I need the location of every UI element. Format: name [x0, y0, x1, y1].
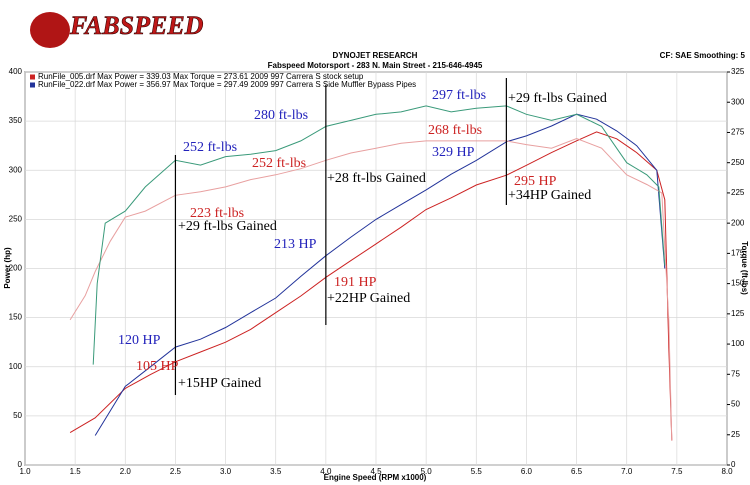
y2-tick-label: 225: [731, 188, 745, 197]
y2-tick-label: 200: [731, 218, 745, 227]
annotation: +15HP Gained: [178, 376, 261, 391]
annotation: 223 ft-lbs: [190, 206, 244, 221]
y2-tick-label: 150: [731, 279, 745, 288]
x-axis-label: Engine Speed (RPM x1000): [324, 473, 427, 482]
y2-tick-label: 50: [731, 400, 740, 409]
x-tick-label: 4.5: [370, 467, 382, 476]
y2-axis-label: Torque (ft-lbs): [740, 241, 749, 295]
y-axis-label: Power (hp): [3, 247, 12, 289]
annotation: 252 ft-lbs: [252, 156, 306, 171]
y-tick-label: 150: [9, 313, 23, 322]
x-tick-label: 2.0: [120, 467, 132, 476]
series-line: [94, 113, 666, 436]
y2-tick-label: 250: [731, 158, 745, 167]
y2-tick-label: 325: [731, 67, 745, 76]
corner-note: CF: SAE Smoothing: 5: [660, 51, 746, 60]
logo-badge: [30, 12, 70, 48]
x-tick-label: 6.0: [521, 467, 533, 476]
y2-tick-label: 100: [731, 339, 745, 348]
x-tick-label: 5.5: [471, 467, 483, 476]
y2-tick-label: 0: [731, 460, 736, 469]
series-line: [92, 105, 666, 365]
x-tick-label: 7.5: [671, 467, 683, 476]
annotation: 252 ft-lbs: [183, 140, 237, 155]
y-tick-label: 200: [9, 264, 23, 273]
chart-subtitle: Fabspeed Motorsport - 283 N. Main Street…: [268, 61, 483, 70]
y-tick-label: 50: [13, 411, 22, 420]
y-tick-label: 0: [18, 460, 23, 469]
x-tick-label: 3.0: [220, 467, 232, 476]
annotation: +29 ft-lbs Gained: [508, 91, 607, 106]
annotation: 213 HP: [274, 237, 317, 252]
y-tick-label: 350: [9, 116, 23, 125]
annotation: +22HP Gained: [327, 291, 410, 306]
x-tick-label: 1.5: [70, 467, 82, 476]
y-tick-label: 300: [9, 165, 23, 174]
y2-tick-label: 125: [731, 309, 745, 318]
annotation: 295 HP: [514, 174, 557, 189]
series-line: [69, 137, 673, 441]
annotation: 268 ft-lbs: [428, 123, 482, 138]
y2-tick-label: 300: [731, 97, 745, 106]
y-tick-label: 100: [9, 362, 23, 371]
y2-tick-label: 275: [731, 128, 745, 137]
legend-label: RunFile_022.drf Max Power = 356.97 Max T…: [38, 80, 416, 89]
x-tick-label: 5.0: [421, 467, 433, 476]
x-tick-label: 6.5: [571, 467, 583, 476]
x-tick-label: 8.0: [721, 467, 733, 476]
y-tick-label: 400: [9, 67, 23, 76]
legend-label: RunFile_005.drf Max Power = 339.03 Max T…: [38, 72, 364, 81]
legend-swatch: [30, 74, 35, 80]
x-tick-label: 3.5: [270, 467, 282, 476]
series-line: [69, 131, 673, 441]
x-tick-label: 2.5: [170, 467, 182, 476]
y-tick-label: 250: [9, 214, 23, 223]
x-tick-label: 1.0: [19, 467, 31, 476]
legend-swatch: [30, 82, 35, 88]
annotation: +34HP Gained: [508, 188, 591, 203]
x-tick-label: 4.0: [320, 467, 332, 476]
annotation: +29 ft-lbs Gained: [178, 219, 277, 234]
annotation: 280 ft-lbs: [254, 108, 308, 123]
y2-tick-label: 25: [731, 430, 740, 439]
y2-tick-label: 175: [731, 248, 745, 257]
annotation: 297 ft-lbs: [432, 88, 486, 103]
x-tick-label: 7.0: [621, 467, 633, 476]
logo: FABSPEED: [69, 11, 204, 40]
annotation: 191 HP: [334, 275, 377, 290]
y2-tick-label: 75: [731, 369, 740, 378]
annotation: 329 HP: [432, 145, 475, 160]
annotation: 120 HP: [118, 333, 161, 348]
annotation: +28 ft-lbs Gained: [327, 171, 426, 186]
chart-title: DYNOJET RESEARCH: [333, 51, 418, 60]
annotation: 105 HP: [136, 359, 179, 374]
